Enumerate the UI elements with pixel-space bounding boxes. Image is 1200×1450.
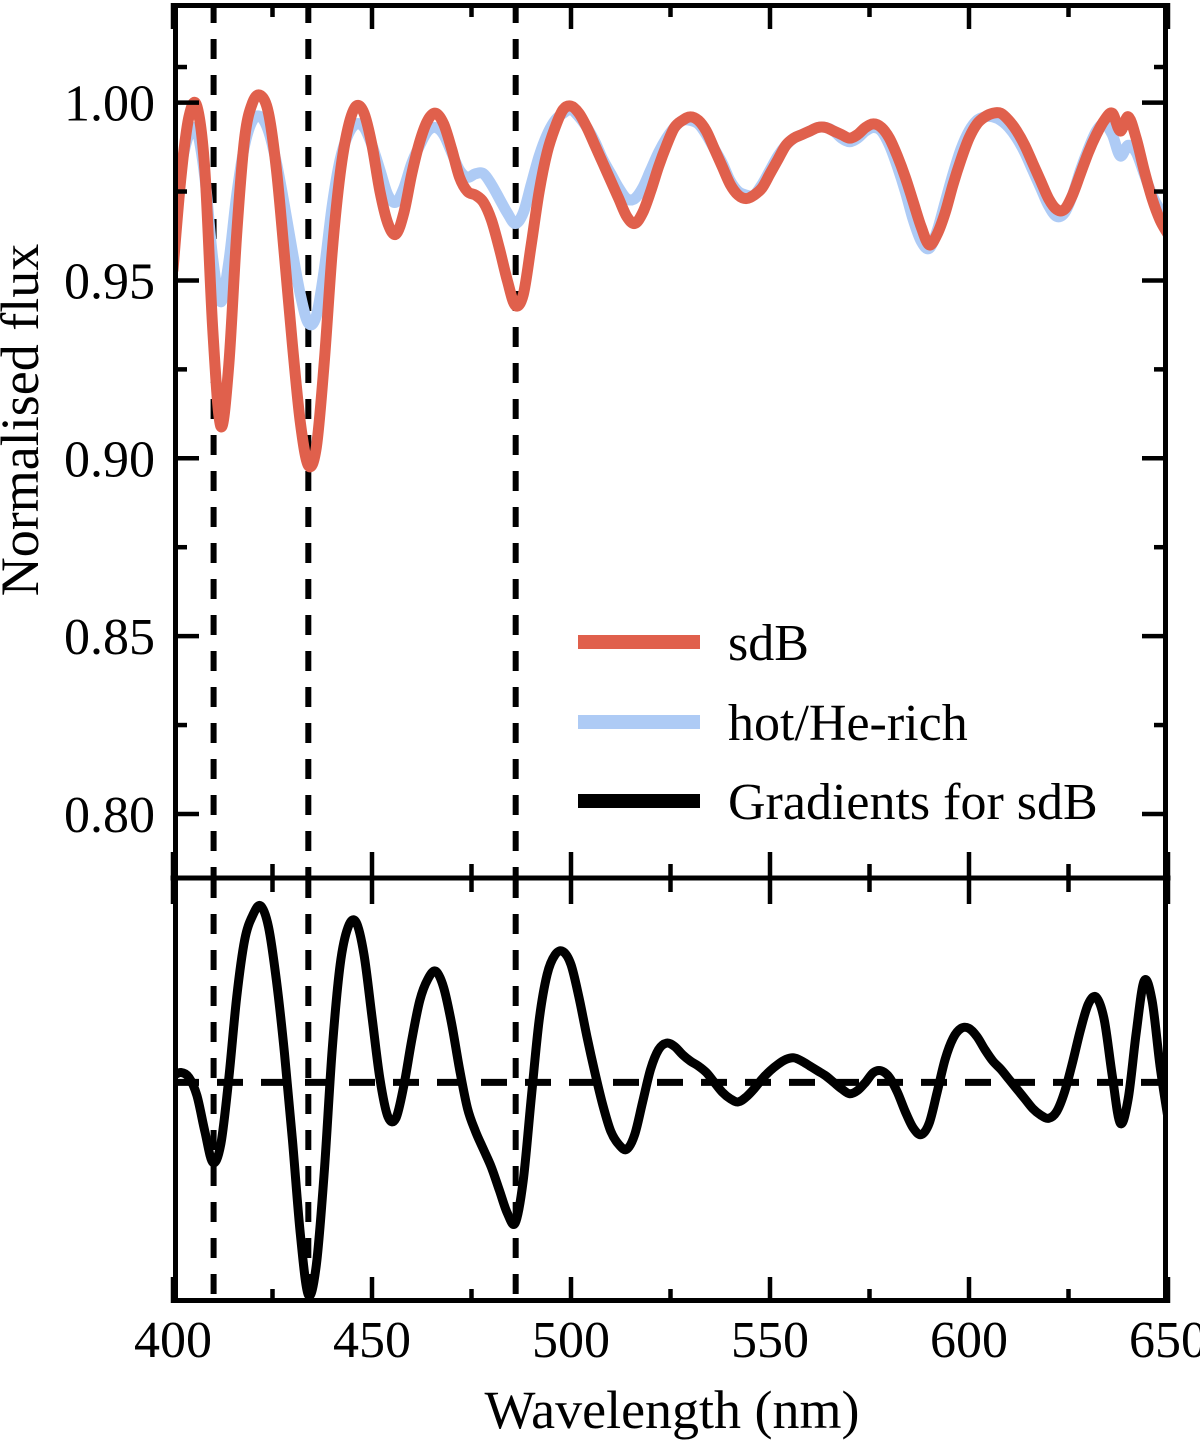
- x-tick-label-2: 500: [532, 1312, 610, 1369]
- x-tick-label-4: 600: [930, 1312, 1008, 1369]
- spectrum-figure: 1.000.950.900.850.80 400450500550600650 …: [0, 0, 1200, 1450]
- y-tick-label-4: 0.80: [64, 787, 155, 844]
- top-panel: 1.00 0.95 0.90 0.85 0.80: [64, 3, 1168, 878]
- top-panel-plot-area: [173, 3, 1168, 878]
- legend-entry-hot-he-rich: hot/He-rich: [578, 695, 968, 752]
- y-tick-label-3: 0.85: [64, 609, 155, 666]
- x-axis-tick-labels: 400 450 500 550 600 650: [134, 1312, 1200, 1369]
- x-tick-label-0: 400: [134, 1312, 212, 1369]
- y-tick-label-0: 1.00: [64, 76, 155, 133]
- legend-entry-gradients: Gradients for sdB: [578, 774, 1098, 831]
- x-tick-label-5: 650: [1129, 1312, 1200, 1369]
- y-axis-title: Normalised flux: [0, 244, 50, 596]
- legend-label-gradients: Gradients for sdB: [728, 774, 1098, 831]
- x-tick-label-1: 450: [333, 1312, 411, 1369]
- x-tick-label-3: 550: [731, 1312, 809, 1369]
- legend-label-hot-he-rich: hot/He-rich: [728, 695, 968, 752]
- bottom-panel-plot-area: [173, 878, 1168, 1303]
- y-tick-label-1: 0.95: [64, 253, 155, 310]
- figure-canvas: 1.000.950.900.850.80 400450500550600650 …: [0, 0, 1200, 1450]
- legend-entry-sdb: sdB: [578, 615, 809, 672]
- y-tick-label-2: 0.90: [64, 431, 155, 488]
- legend-label-sdb: sdB: [728, 615, 809, 672]
- legend: sdB hot/He-rich Gradients for sdB: [578, 615, 1098, 831]
- bottom-panel: [173, 878, 1168, 1303]
- series-line-gradients: [173, 905, 1168, 1295]
- y-axis-tick-labels: 1.00 0.95 0.90 0.85 0.80: [64, 76, 155, 844]
- x-axis-title: Wavelength (nm): [484, 1380, 859, 1440]
